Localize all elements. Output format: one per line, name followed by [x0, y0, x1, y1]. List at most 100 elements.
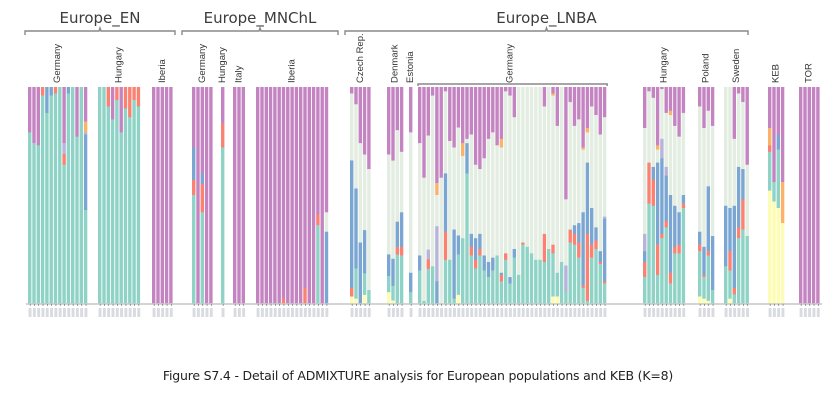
segment-k1 [461, 87, 465, 144]
population-bracket [417, 83, 608, 86]
sample-id-label [133, 308, 136, 317]
segment-k8 [391, 300, 395, 304]
segment-k7 [473, 268, 478, 304]
segment-k7 [551, 253, 555, 297]
segment-k2 [324, 212, 329, 232]
segment-k6 [664, 220, 668, 228]
segment-k7 [590, 257, 594, 304]
segment-k2 [529, 87, 534, 254]
segment-k3 [768, 128, 772, 146]
sample-bar [732, 87, 736, 304]
segment-k7 [71, 87, 75, 304]
segment-k1 [807, 87, 811, 304]
sample-bar [668, 87, 673, 304]
segment-k4 [443, 173, 448, 232]
segment-k4 [350, 160, 354, 289]
segment-k4 [643, 251, 647, 263]
segment-k4 [668, 195, 673, 273]
segment-k2 [643, 128, 647, 235]
segment-k2 [435, 195, 439, 227]
segment-k1 [290, 87, 294, 304]
sample-bar [45, 87, 49, 304]
sample-bar [651, 87, 655, 304]
sample-bar [204, 87, 209, 304]
segment-k7 [422, 300, 426, 304]
sample-id-label [128, 308, 132, 317]
sample-id-label [673, 308, 677, 317]
segment-k7 [102, 87, 106, 304]
segment-k1 [776, 87, 780, 135]
segment-k7 [469, 255, 473, 304]
segment-k1 [677, 87, 681, 137]
segment-k2 [478, 169, 482, 235]
segment-k6 [677, 244, 681, 254]
segment-k3 [668, 110, 673, 116]
sample-bar [75, 87, 79, 304]
segment-k4 [473, 238, 478, 260]
segment-k2 [572, 125, 577, 226]
segment-k7 [32, 143, 36, 304]
segment-k7 [132, 99, 136, 304]
sample-bar [559, 87, 564, 304]
segment-k6 [673, 246, 677, 254]
segment-k7 [706, 255, 710, 302]
segment-k4 [387, 254, 391, 277]
sample-id-label [359, 308, 363, 317]
segment-k6 [568, 229, 572, 243]
segment-k4 [491, 257, 495, 271]
segment-k4 [577, 223, 581, 243]
segment-k6 [598, 261, 602, 265]
segment-k8 [362, 294, 367, 304]
segment-k6 [469, 246, 473, 256]
sample-id-label [391, 308, 395, 317]
segment-k7 [391, 285, 395, 301]
segment-k6 [736, 227, 741, 239]
sample-bar [525, 87, 529, 304]
segment-k1 [422, 87, 426, 178]
segment-k1 [706, 87, 710, 111]
sample-id-label [165, 308, 169, 317]
sample-id-label [409, 308, 413, 317]
sample-id-label [84, 308, 88, 317]
sample-id-label [440, 308, 443, 317]
segment-k2 [542, 106, 547, 235]
sample-bar [426, 87, 430, 304]
sample-bar [585, 87, 590, 304]
segment-k4 [362, 230, 367, 274]
segment-k1 [36, 87, 40, 146]
sample-bar [156, 87, 160, 304]
segment-k2 [516, 87, 521, 276]
segment-k5 [660, 138, 664, 159]
segment-k4 [66, 87, 71, 94]
sample-bar [647, 87, 651, 304]
segment-k4 [482, 255, 486, 271]
segment-k4 [728, 207, 732, 252]
segment-k6 [660, 233, 664, 239]
segment-k1 [508, 87, 512, 96]
segment-k2 [732, 138, 736, 206]
sample-id-label [551, 308, 555, 317]
sample-id-label [50, 308, 53, 317]
sample-bar [568, 87, 572, 304]
sample-id-label [474, 308, 478, 317]
segment-k7 [443, 259, 448, 304]
segment-k6 [602, 281, 607, 284]
segment-k7 [40, 95, 45, 304]
group-title: Europe_LNBA [496, 9, 597, 28]
segment-k7 [572, 244, 577, 304]
segment-k1 [439, 87, 443, 178]
segment-k7 [192, 195, 196, 304]
sample-bar [439, 87, 443, 304]
sample-bar [776, 87, 780, 304]
sample-bar [816, 87, 820, 304]
sample-bar [294, 87, 299, 304]
sample-ticks [26, 303, 822, 317]
segment-k7 [387, 276, 391, 293]
segment-k2 [465, 138, 469, 144]
sample-id-label [483, 308, 486, 317]
segment-k7 [710, 290, 715, 304]
segment-k6 [542, 233, 547, 263]
segment-k7 [461, 238, 465, 304]
segment-k2 [495, 145, 499, 256]
sample-bar [268, 87, 273, 304]
